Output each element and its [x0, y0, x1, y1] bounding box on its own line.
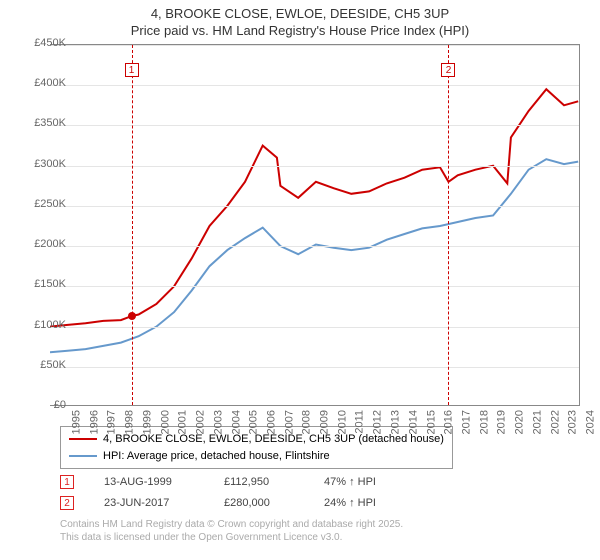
event-date: 13-AUG-1999: [104, 472, 194, 493]
title-line-1: 4, BROOKE CLOSE, EWLOE, DEESIDE, CH5 3UP: [0, 6, 600, 23]
y-axis-label: £100K: [22, 319, 66, 331]
x-axis-label: 2007: [283, 410, 295, 434]
x-axis-label: 2001: [177, 410, 189, 434]
gridline-h: [50, 166, 579, 167]
x-axis-label: 2020: [514, 410, 526, 434]
x-axis-label: 2016: [443, 410, 455, 434]
x-axis-label: 2003: [212, 410, 224, 434]
x-axis-label: 2012: [372, 410, 384, 434]
y-axis-label: £350K: [22, 117, 66, 129]
x-axis-label: 1996: [88, 410, 100, 434]
footer-line-1: Contains HM Land Registry data © Crown c…: [60, 518, 403, 531]
x-axis-label: 1997: [106, 410, 118, 434]
x-axis-label: 2024: [585, 410, 597, 434]
events-table: 1 13-AUG-1999 £112,950 47% ↑ HPI 2 23-JUN-201…: [60, 472, 376, 514]
footer-attribution: Contains HM Land Registry data © Crown c…: [60, 518, 403, 544]
event-date: 23-JUN-2017: [104, 493, 194, 514]
event-row: 2 23-JUN-2017 £280,000 24% ↑ HPI: [60, 493, 376, 514]
chart-svg: [50, 45, 580, 407]
gridline-h: [50, 206, 579, 207]
event-price: £112,950: [224, 472, 294, 493]
series-hpi: [50, 159, 578, 352]
x-axis-label: 2008: [301, 410, 313, 434]
gridline-h: [50, 45, 579, 46]
y-axis-label: £150K: [22, 278, 66, 290]
y-axis-label: £450K: [22, 37, 66, 49]
event-marker: 1: [60, 475, 74, 489]
gridline-h: [50, 246, 579, 247]
footer-line-2: This data is licensed under the Open Gov…: [60, 531, 403, 544]
event-price: £280,000: [224, 493, 294, 514]
x-axis-label: 1995: [70, 410, 82, 434]
event-vline: [448, 45, 449, 405]
event-marker-box: 2: [441, 63, 455, 77]
x-axis-label: 2005: [248, 410, 260, 434]
x-axis-label: 1998: [124, 410, 136, 434]
x-axis-label: 2009: [319, 410, 331, 434]
x-axis-label: 2006: [265, 410, 277, 434]
legend-swatch: [69, 455, 97, 457]
x-axis-label: 2000: [159, 410, 171, 434]
event-delta: 24% ↑ HPI: [324, 493, 376, 514]
legend-row: HPI: Average price, detached house, Flin…: [69, 448, 444, 465]
sale-dot: [128, 312, 136, 320]
y-axis-label: £50K: [22, 359, 66, 371]
title-line-2: Price paid vs. HM Land Registry's House …: [0, 23, 600, 40]
event-delta: 47% ↑ HPI: [324, 472, 376, 493]
y-axis-label: £400K: [22, 77, 66, 89]
gridline-h: [50, 367, 579, 368]
x-axis-label: 2021: [531, 410, 543, 434]
chart-plot-area: 12: [50, 44, 580, 406]
x-axis-label: 2022: [549, 410, 561, 434]
x-axis-label: 2023: [567, 410, 579, 434]
x-axis-label: 1999: [141, 410, 153, 434]
legend-swatch: [69, 438, 97, 440]
event-marker-box: 1: [125, 63, 139, 77]
x-axis-label: 2019: [496, 410, 508, 434]
x-axis-label: 2015: [425, 410, 437, 434]
gridline-h: [50, 327, 579, 328]
x-axis-label: 2004: [230, 410, 242, 434]
event-marker: 2: [60, 496, 74, 510]
x-axis-label: 2013: [390, 410, 402, 434]
y-axis-label: £250K: [22, 198, 66, 210]
legend-label: HPI: Average price, detached house, Flin…: [103, 448, 330, 465]
event-row: 1 13-AUG-1999 £112,950 47% ↑ HPI: [60, 472, 376, 493]
event-vline: [132, 45, 133, 405]
x-axis-label: 2002: [195, 410, 207, 434]
x-axis-label: 2018: [478, 410, 490, 434]
y-axis-label: £300K: [22, 158, 66, 170]
y-axis-label: £200K: [22, 238, 66, 250]
title-block: 4, BROOKE CLOSE, EWLOE, DEESIDE, CH5 3UP…: [0, 0, 600, 42]
y-axis-label: £0: [22, 399, 66, 411]
x-axis-label: 2010: [336, 410, 348, 434]
x-axis-label: 2017: [460, 410, 472, 434]
gridline-h: [50, 125, 579, 126]
gridline-h: [50, 286, 579, 287]
x-axis-label: 2011: [353, 410, 365, 434]
x-axis-label: 2014: [407, 410, 419, 434]
chart-container: 4, BROOKE CLOSE, EWLOE, DEESIDE, CH5 3UP…: [0, 0, 600, 560]
gridline-h: [50, 85, 579, 86]
